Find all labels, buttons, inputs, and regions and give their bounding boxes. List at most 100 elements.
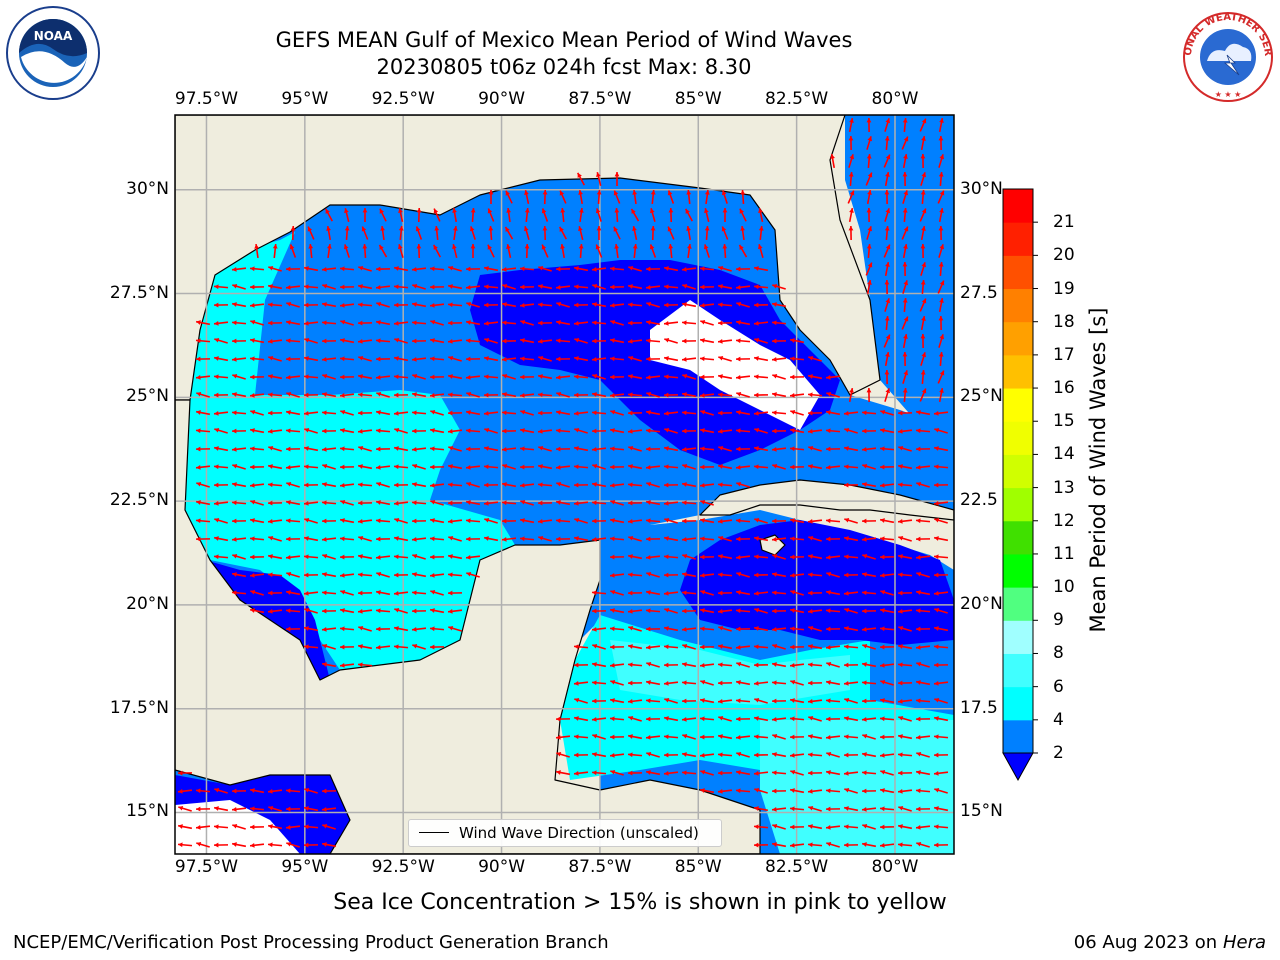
wave-direction-arrow <box>321 266 337 272</box>
wave-direction-arrow <box>627 644 643 650</box>
wave-direction-arrow <box>555 428 571 434</box>
wave-direction-arrow <box>249 374 265 380</box>
wave-direction-arrow <box>699 554 715 560</box>
wave-direction-arrow <box>249 302 265 308</box>
wave-direction-arrow <box>196 481 210 488</box>
wave-direction-arrow <box>195 536 211 542</box>
wave-direction-arrow <box>592 463 606 470</box>
wave-direction-arrow <box>915 770 931 776</box>
wave-direction-arrow <box>501 338 517 344</box>
wave-direction-arrow <box>303 266 319 272</box>
wave-direction-arrow <box>933 500 949 506</box>
wave-direction-arrow <box>884 369 890 385</box>
wave-direction-arrow <box>573 482 589 488</box>
wave-direction-arrow <box>573 284 589 290</box>
wave-direction-arrow <box>884 225 890 241</box>
wave-direction-arrow <box>736 301 750 308</box>
wave-direction-arrow <box>398 207 404 223</box>
wave-direction-arrow <box>735 626 751 632</box>
wave-direction-arrow <box>195 500 211 506</box>
wave-direction-arrow <box>897 644 913 650</box>
wave-direction-arrow <box>596 189 602 205</box>
wave-direction-arrow <box>884 315 890 331</box>
wave-direction-arrow <box>267 374 283 380</box>
wave-direction-arrow <box>249 356 265 362</box>
wave-direction-arrow <box>862 823 876 830</box>
wave-direction-arrow <box>735 374 751 380</box>
wave-direction-arrow <box>865 262 873 276</box>
wave-direction-arrow <box>844 697 858 704</box>
wave-direction-arrow <box>232 463 246 470</box>
colorbar-tick-label: 10 <box>1053 577 1075 598</box>
wave-direction-arrow <box>358 265 372 272</box>
wave-direction-arrow <box>267 554 283 560</box>
wave-direction-arrow <box>573 644 589 650</box>
wave-direction-arrow <box>555 356 571 362</box>
wave-direction-arrow <box>465 446 481 452</box>
wave-direction-arrow <box>303 626 319 632</box>
wave-direction-arrow <box>393 284 409 290</box>
colorbar-segment <box>1003 189 1033 223</box>
wave-direction-arrow <box>573 662 589 668</box>
wave-direction-arrow <box>627 500 643 506</box>
wave-direction-arrow <box>412 373 426 380</box>
wave-direction-arrow <box>573 446 589 452</box>
wave-direction-arrow <box>681 356 697 362</box>
wave-direction-arrow <box>866 279 872 295</box>
wave-direction-arrow <box>393 392 409 398</box>
wave-direction-arrow <box>789 806 805 812</box>
wave-direction-arrow <box>340 499 354 506</box>
wave-direction-arrow <box>591 446 607 452</box>
wave-direction-arrow <box>681 410 697 416</box>
wave-direction-arrow <box>231 806 247 812</box>
wave-direction-arrow <box>357 284 373 290</box>
wave-direction-arrow <box>628 265 642 272</box>
colorbar-segment <box>1003 620 1033 654</box>
wave-direction-arrow <box>484 337 498 344</box>
wave-direction-arrow <box>825 536 841 542</box>
wave-direction-arrow <box>358 535 372 542</box>
wave-direction-arrow <box>322 463 336 470</box>
wave-direction-arrow <box>285 518 301 524</box>
lat-tick-left: 20°N <box>126 593 169 614</box>
wave-direction-arrow <box>393 500 409 506</box>
wave-direction-arrow <box>825 770 841 776</box>
wave-direction-arrow <box>789 536 805 542</box>
wave-direction-arrow <box>357 482 373 488</box>
wave-direction-arrow <box>717 392 733 398</box>
wave-direction-arrow <box>483 482 499 488</box>
wave-direction-arrow <box>933 770 949 776</box>
wave-direction-arrow <box>285 464 301 470</box>
wave-direction-arrow <box>848 225 854 241</box>
wave-direction-arrow <box>321 788 337 794</box>
wave-direction-arrow <box>844 427 858 434</box>
wave-direction-arrow <box>646 481 660 488</box>
chart-title: GEFS MEAN Gulf of Mexico Mean Period of … <box>275 28 853 52</box>
wave-direction-arrow <box>339 446 355 452</box>
field-caribbean-6-8 <box>610 640 850 705</box>
wave-direction-arrow <box>559 226 567 240</box>
wave-direction-arrow <box>646 391 660 398</box>
lat-tick-left: 27.5°N <box>109 282 169 303</box>
colorbar-tick-label: 12 <box>1053 510 1075 531</box>
svg-text:★ ★ ★: ★ ★ ★ <box>1215 90 1242 99</box>
wave-direction-arrow <box>286 571 300 578</box>
wave-direction-arrow <box>609 518 625 524</box>
wave-direction-arrow <box>663 752 679 758</box>
lat-tick-right: 22.5 <box>960 490 998 511</box>
wave-direction-arrow <box>663 590 679 596</box>
wave-direction-arrow <box>933 464 949 470</box>
wave-direction-arrow <box>195 824 211 830</box>
wave-direction-arrow <box>700 409 714 416</box>
wave-direction-arrow <box>938 154 945 168</box>
wave-direction-arrow <box>627 302 643 308</box>
wave-direction-arrow <box>613 190 621 204</box>
map-plot-area <box>175 115 954 854</box>
wave-direction-arrow <box>285 806 301 812</box>
wave-direction-arrow <box>717 698 733 704</box>
wave-direction-arrow <box>267 410 283 416</box>
wave-direction-arrow <box>938 387 944 403</box>
wave-direction-arrow <box>933 590 949 596</box>
wave-direction-arrow <box>394 517 408 524</box>
wave-direction-arrow <box>578 189 584 205</box>
